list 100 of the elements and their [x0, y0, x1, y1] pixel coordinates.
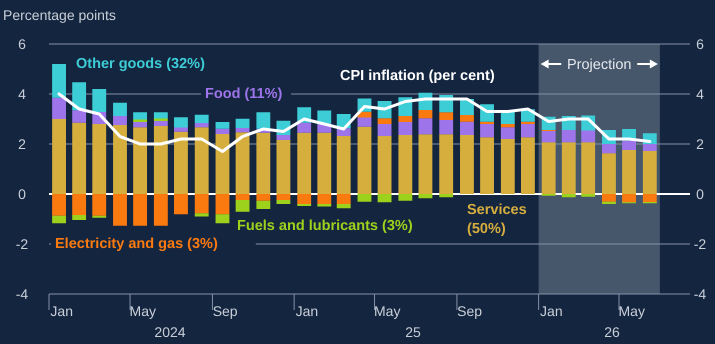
bar — [500, 124, 515, 128]
bar — [297, 122, 312, 133]
bar — [276, 140, 290, 194]
y2-tick-label: 6 — [696, 36, 704, 52]
bar — [216, 214, 230, 224]
y-tick-label: 4 — [18, 86, 26, 102]
bar — [256, 112, 270, 129]
bar — [276, 194, 290, 200]
bar — [358, 118, 372, 127]
bar — [133, 122, 148, 128]
bar — [194, 114, 209, 123]
x-tick-label: Jan — [296, 303, 318, 319]
bar — [500, 139, 515, 194]
text: 25 — [405, 324, 421, 340]
bar — [622, 194, 636, 202]
y-axis-title: Percentage points — [3, 7, 116, 23]
bar — [216, 134, 230, 194]
x-tick-label: Jan — [50, 303, 74, 319]
bar — [336, 204, 351, 208]
band-label: Projection — [567, 57, 632, 73]
series-label: Food (11%) — [205, 86, 283, 102]
bar — [52, 194, 66, 216]
bar — [418, 134, 432, 194]
bar — [439, 134, 454, 194]
bar — [602, 194, 616, 202]
x-tick-label: Sep — [457, 303, 482, 319]
text: 26 — [604, 324, 620, 340]
bar — [562, 142, 576, 194]
bar — [460, 122, 474, 135]
bar — [520, 137, 535, 194]
bar — [236, 132, 250, 194]
bar — [133, 194, 148, 226]
x-tick-label: Jan — [540, 303, 563, 319]
bar — [174, 128, 188, 132]
bar — [194, 213, 209, 216]
bar — [113, 194, 127, 226]
y2-tick-label: -2 — [694, 236, 706, 252]
bar — [174, 194, 188, 214]
x-tick-label: May — [618, 303, 645, 319]
series-label: Fuels and lubricants (3%) — [237, 218, 413, 234]
y2-tick-label: 4 — [696, 86, 704, 102]
bar — [622, 150, 636, 194]
bar — [194, 123, 209, 128]
y-tick-label: -2 — [16, 236, 28, 252]
bar — [520, 124, 535, 138]
bar — [194, 194, 209, 214]
bar — [480, 137, 494, 194]
bar — [378, 194, 392, 202]
bar — [72, 110, 86, 123]
x-tick-label: Sep — [212, 303, 238, 319]
bar — [378, 136, 392, 194]
bar — [133, 127, 148, 194]
bar — [113, 125, 127, 194]
bar — [276, 135, 290, 140]
bar — [133, 112, 148, 120]
bar — [378, 118, 392, 124]
bar — [52, 216, 66, 224]
bar — [236, 128, 250, 132]
bar — [642, 194, 657, 202]
bar — [216, 194, 230, 214]
bar — [174, 132, 188, 194]
bar — [581, 142, 596, 194]
bar — [398, 194, 412, 201]
bar — [317, 132, 332, 194]
y-tick-label: 0 — [18, 186, 26, 202]
bar — [52, 98, 66, 119]
bar — [398, 122, 412, 135]
series-label: Electricity and gas (3%) — [55, 236, 218, 252]
bar — [622, 140, 636, 150]
bar — [439, 194, 454, 198]
bar — [398, 135, 412, 194]
bar — [418, 118, 432, 134]
bar — [216, 128, 230, 134]
bar — [562, 194, 576, 198]
bar — [72, 194, 86, 215]
y-tick-label: 6 — [18, 36, 26, 52]
y-tick-label: 2 — [18, 136, 26, 152]
y-tick-label: -4 — [16, 286, 28, 302]
y2-tick-label: -4 — [694, 286, 706, 302]
series-label: Other goods (32%) — [76, 56, 206, 72]
bar — [92, 124, 106, 194]
bar — [460, 115, 474, 122]
bar — [418, 194, 432, 198]
bar — [297, 194, 312, 204]
bar — [113, 102, 127, 116]
bar — [562, 130, 576, 142]
bar — [194, 127, 209, 194]
bar — [460, 135, 474, 194]
bar — [216, 122, 230, 129]
series-label: CPI inflation (per cent) — [340, 68, 495, 84]
bar — [154, 112, 168, 118]
bar — [317, 194, 332, 204]
bar — [236, 194, 250, 200]
bar — [256, 200, 270, 209]
bar — [418, 110, 432, 118]
bar — [336, 194, 351, 204]
bar — [398, 116, 412, 122]
bar — [297, 132, 312, 194]
bar — [358, 194, 372, 202]
bar — [642, 144, 657, 151]
